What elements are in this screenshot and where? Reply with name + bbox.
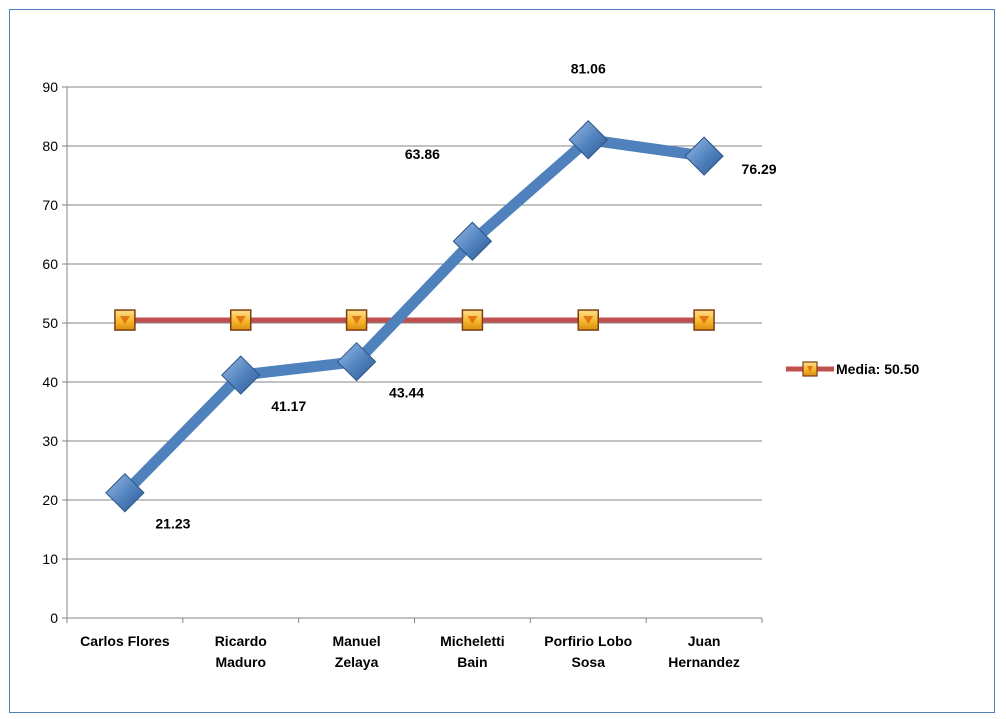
- x-tick-label-line: Zelaya: [335, 654, 379, 670]
- series-marker: [452, 221, 493, 261]
- series-line: [119, 134, 710, 499]
- y-tick-label: 90: [42, 79, 58, 95]
- data-label: 76.29: [742, 161, 777, 177]
- x-tick-label: Manuel Zelaya: [332, 633, 380, 670]
- legend-label: Media: 50.50: [836, 361, 919, 377]
- y-tick-label: 20: [42, 492, 58, 508]
- x-tick-label-line: Hernandez: [668, 654, 740, 670]
- media-marker: [114, 309, 136, 331]
- series-marker: [105, 473, 145, 513]
- line-chart: 0 10 20 30 40 50 60 70 80 90 Carlos Flores Ricardo…: [42, 61, 919, 670]
- media-marker: [577, 309, 599, 331]
- x-tick-label: Ricardo Maduro: [215, 633, 267, 670]
- series-layer: [105, 120, 724, 513]
- y-tick-label: 50: [42, 315, 58, 331]
- y-tick-label: 30: [42, 433, 58, 449]
- x-tick-label-line: Manuel: [332, 633, 380, 649]
- media-marker-triangle: [119, 316, 130, 325]
- media-marker: [693, 309, 715, 331]
- media-marker-triangle: [699, 316, 710, 325]
- x-axis: Carlos Flores Ricardo Maduro Manuel Zelaya Mi…: [66, 618, 763, 670]
- media-marker-triangle: [235, 316, 246, 325]
- y-axis: 0 10 20 30 40 50 60 70 80 90: [42, 79, 68, 626]
- data-label: 21.23: [155, 516, 190, 532]
- media-marker: [461, 309, 484, 331]
- series-marker: [684, 136, 724, 176]
- y-tick-label: 80: [42, 138, 58, 154]
- data-label: 41.17: [271, 398, 306, 414]
- x-tick-label: Porfirio Lobo Sosa: [544, 633, 632, 670]
- legend-marker-triangle: [807, 366, 813, 372]
- media-marker-triangle: [467, 316, 478, 325]
- series-marker: [221, 355, 261, 395]
- data-label: 43.44: [389, 385, 424, 401]
- x-tick-label: Micheletti Bain: [440, 633, 505, 670]
- media-marker-triangle: [583, 316, 594, 325]
- y-tick-label: 70: [42, 197, 58, 213]
- x-tick-label: Juan Hernandez: [668, 633, 740, 670]
- x-tick-label-line: Sosa: [572, 654, 606, 670]
- x-tick-label-line: Porfirio Lobo: [544, 633, 632, 649]
- legend: Media: 50.50: [786, 361, 919, 377]
- x-tick-label-line: Bain: [457, 654, 487, 670]
- y-tick-label: 10: [42, 551, 58, 567]
- x-tick-label-line: Carlos Flores: [80, 633, 170, 649]
- media-marker: [230, 309, 252, 331]
- media-marker-triangle: [351, 316, 362, 325]
- series-marker: [568, 120, 608, 160]
- x-tick-label-line: Micheletti: [440, 633, 505, 649]
- data-label: 81.06: [571, 61, 606, 77]
- series-marker: [336, 341, 377, 382]
- y-tick-label: 60: [42, 256, 58, 272]
- x-tick-label-line: Ricardo: [215, 633, 267, 649]
- x-tick-label: Carlos Flores: [80, 633, 170, 649]
- x-tick-label-line: Juan: [688, 633, 721, 649]
- media-marker: [345, 309, 368, 331]
- y-tick-label: 40: [42, 374, 58, 390]
- x-tick-label-line: Maduro: [215, 654, 266, 670]
- data-labels: 21.23 41.17 43.44 63.86 81.06 76.29: [155, 61, 776, 532]
- chart-frame: 0 10 20 30 40 50 60 70 80 90 Carlos Flores Ricardo…: [9, 9, 995, 713]
- data-label: 63.86: [405, 146, 440, 162]
- gridlines: [67, 86, 762, 619]
- y-tick-label: 0: [50, 610, 58, 626]
